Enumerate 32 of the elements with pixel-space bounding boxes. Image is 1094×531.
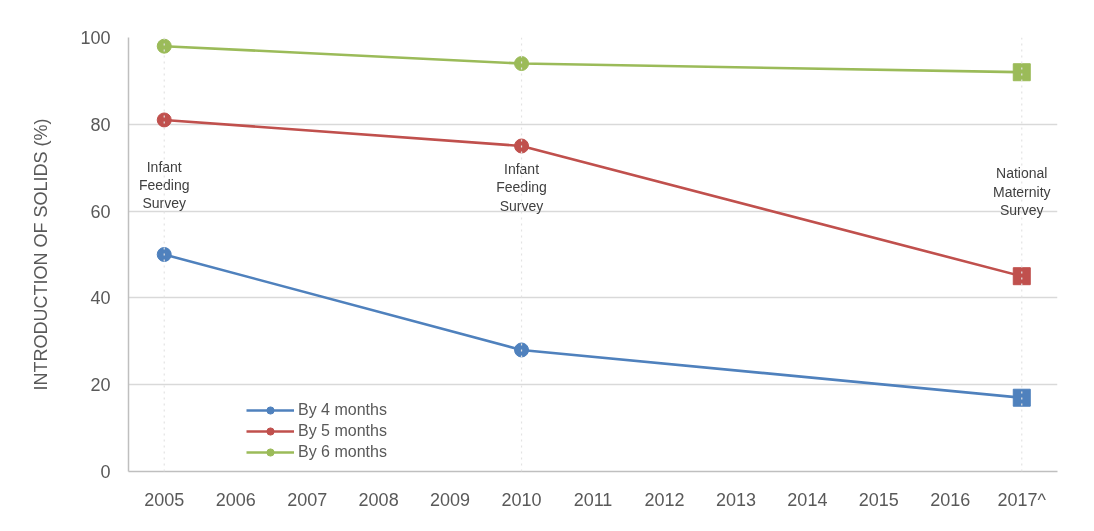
y-tick-label: 20 <box>90 375 111 396</box>
legend-label: By 6 months <box>298 443 387 461</box>
y-axis-title: INTRODUCTION OF SOLIDS (%) <box>31 118 52 391</box>
x-tick-label: 2008 <box>358 489 399 510</box>
annotation: Infant Feeding Survey <box>496 160 547 214</box>
point <box>156 38 172 54</box>
x-tick-label: 2005 <box>144 489 185 510</box>
legend-label: By 5 months <box>298 422 387 440</box>
point <box>156 112 172 128</box>
x-tick-label: 2013 <box>715 489 756 510</box>
point <box>514 138 530 154</box>
y-tick-label: 60 <box>90 201 111 222</box>
x-tick-label: 2017^ <box>997 489 1047 510</box>
point <box>514 342 530 358</box>
y-tick-label: 80 <box>90 114 111 135</box>
x-tick-label: 2009 <box>430 489 471 510</box>
point <box>156 247 172 262</box>
x-tick-label: 2016 <box>930 489 971 510</box>
x-tick-label: 2014 <box>787 489 828 510</box>
legend-label: By 4 months <box>298 401 387 419</box>
point <box>514 56 530 72</box>
x-tick-label: 2007 <box>287 489 328 510</box>
x-tick-label: 2011 <box>573 489 613 510</box>
y-tick-label: 100 <box>80 28 111 48</box>
x-tick-label: 2010 <box>501 489 542 510</box>
y-tick-label: 0 <box>100 462 111 482</box>
x-tick-label: 2006 <box>215 489 256 510</box>
y-tick-label: 40 <box>90 288 111 309</box>
annotation: Infant Feeding Survey <box>138 158 190 212</box>
x-tick-label: 2012 <box>644 489 685 510</box>
annotation: National Maternity Survey <box>992 165 1051 218</box>
x-tick-label: 2015 <box>858 489 899 510</box>
